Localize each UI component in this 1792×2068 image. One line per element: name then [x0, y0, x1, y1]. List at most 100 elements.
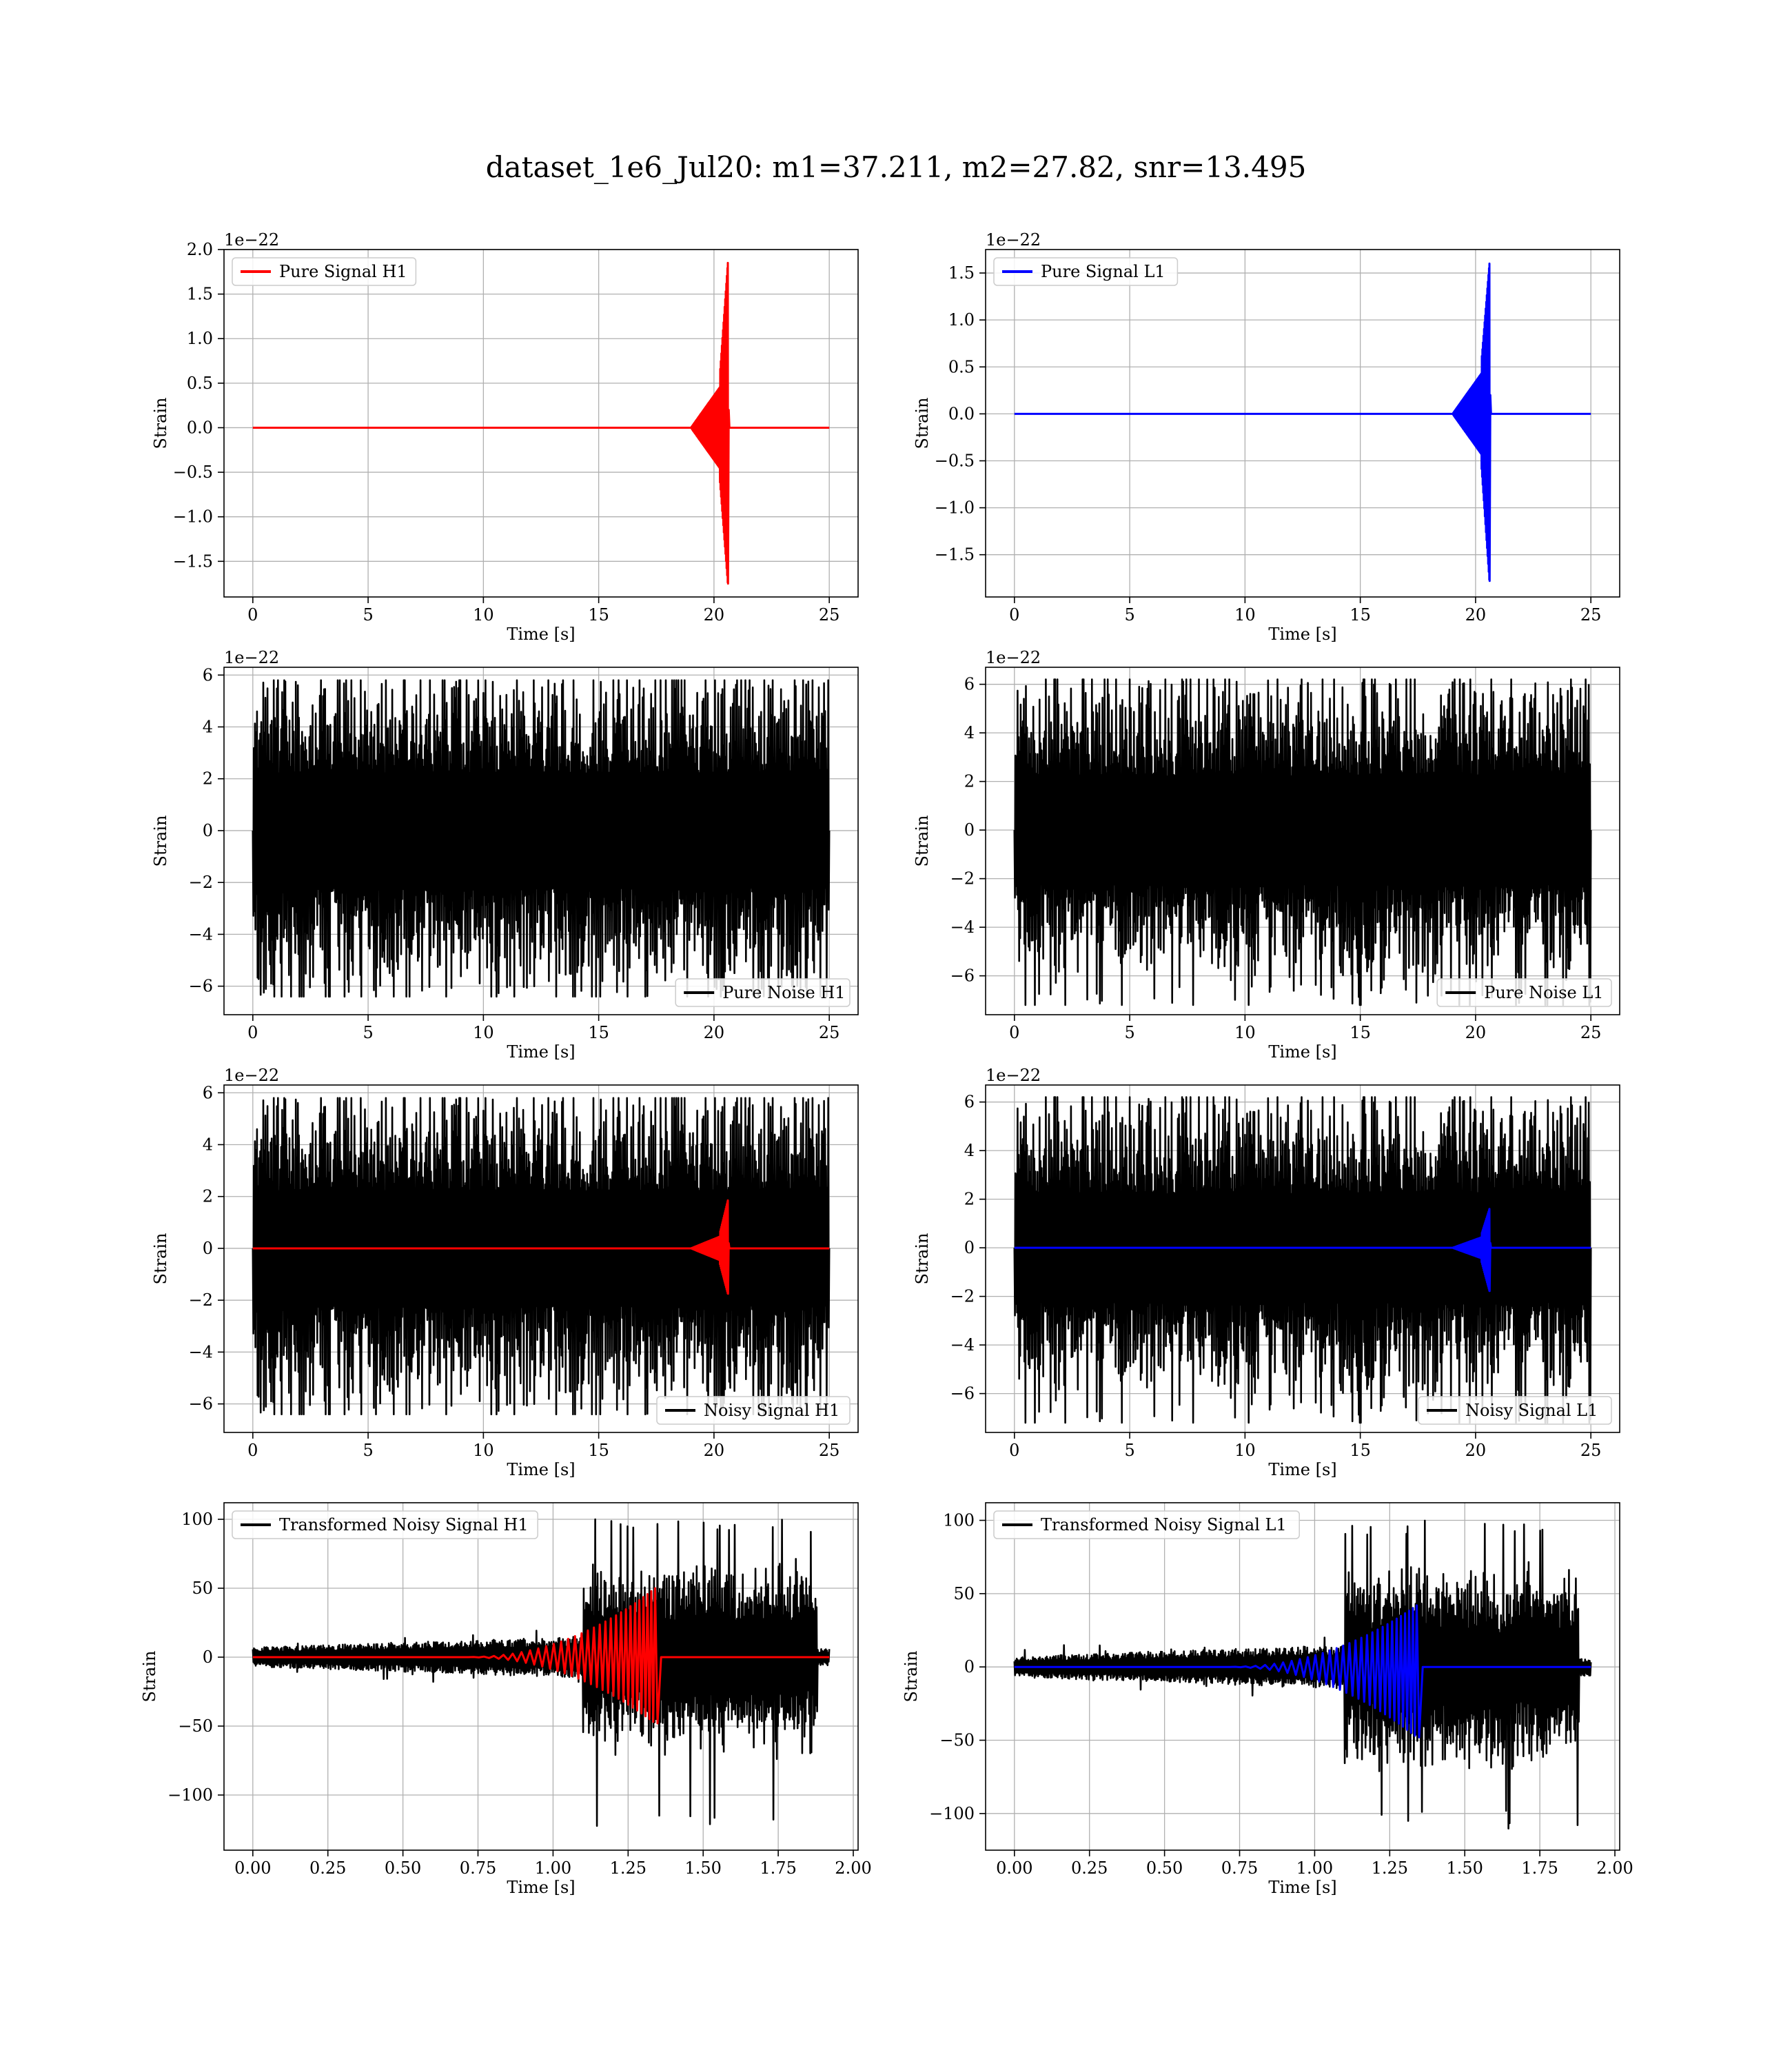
y-axis-label: Strain	[913, 398, 932, 449]
legend-label: Noisy Signal H1	[704, 1401, 839, 1420]
x-tick-label: 0	[1009, 1441, 1019, 1460]
x-tick-label: 20	[704, 1441, 725, 1460]
series-line-signal-overlay	[1014, 1604, 1591, 1738]
y-tick-label: 0.5	[948, 357, 975, 376]
y-tick-label: 0.5	[187, 374, 213, 393]
x-tick-label: 0.25	[309, 1858, 346, 1878]
legend-box	[993, 1510, 1300, 1539]
y-tick-label: 2.0	[187, 240, 213, 259]
axes-frame	[985, 1084, 1620, 1433]
legend-box	[1436, 978, 1612, 1007]
series-group	[1013, 678, 1592, 1006]
y-tick-label: −6	[950, 966, 975, 986]
y-tick-label: −6	[189, 977, 213, 996]
y-tick-label: −0.5	[173, 463, 213, 482]
y-tick-label: 6	[203, 665, 213, 685]
y-tick-label: 100	[181, 1510, 213, 1529]
x-tick-label: 0.50	[385, 1858, 421, 1878]
y-tick-label: 2	[203, 1187, 213, 1206]
subplot-transformed-noisy-signal-h1: 0.00 0.25 0.50 0.75 1.00 1.25 1.50 1.75 2.00 100 5…	[140, 1502, 872, 1897]
y-tick-label: 1.0	[948, 310, 975, 330]
legend: Pure Noise L1	[1436, 978, 1612, 1007]
x-tick-label: 25	[1580, 605, 1602, 625]
series-line-signal-overlay	[1014, 1208, 1591, 1292]
x-tick-label: 0.75	[460, 1858, 496, 1878]
y-tick-label: 0.0	[948, 404, 975, 423]
y-tick-label: 2	[203, 769, 213, 789]
axes-frame	[985, 249, 1620, 598]
legend-box	[1418, 1396, 1612, 1425]
legend: Transformed Noisy Signal L1	[993, 1510, 1300, 1539]
y-tick-label: −4	[189, 924, 213, 944]
y-tick-label: 2	[964, 1190, 975, 1209]
legend-box	[993, 257, 1179, 286]
y-tick-label: −1.0	[173, 507, 213, 527]
x-tick-label: 20	[704, 1023, 725, 1042]
legend-label: Transformed Noisy Signal L1	[1041, 1515, 1287, 1534]
x-tick-label: 20	[704, 605, 725, 625]
y-tick-label: −2	[950, 869, 975, 889]
legend: Pure Signal H1	[232, 257, 417, 286]
x-tick-label: 5	[1124, 605, 1134, 625]
x-axis-label: Time [s]	[1268, 1878, 1336, 1897]
y-tick-label: −1.5	[173, 551, 213, 571]
y-tick-label: −1.5	[935, 545, 975, 565]
x-axis-label: Time [s]	[507, 1878, 575, 1897]
axes-frame	[223, 1502, 859, 1851]
x-tick-label: 10	[473, 605, 494, 625]
x-tick-label: 5	[1124, 1441, 1134, 1460]
axes-frame	[985, 667, 1620, 1015]
x-tick-label: 5	[1124, 1023, 1134, 1042]
subplot-transformed-noisy-signal-l1: 0.00 0.25 0.50 0.75 1.00 1.25 1.50 1.75 2.00 100 5…	[902, 1502, 1633, 1897]
y-tick-label: −2	[950, 1287, 975, 1306]
x-tick-label: 0.25	[1071, 1858, 1108, 1878]
y-tick-label: 4	[964, 723, 975, 742]
legend-box	[232, 1510, 538, 1539]
legend: Noisy Signal L1	[1418, 1396, 1612, 1425]
series-group	[1013, 1096, 1592, 1424]
x-tick-label: 1.25	[1372, 1858, 1408, 1878]
series-line-pure-signal-l1	[1014, 262, 1591, 582]
legend-label: Pure Noise L1	[1484, 983, 1603, 1002]
x-tick-label: 20	[1465, 1441, 1487, 1460]
offset-text: 1e−22	[986, 1066, 1041, 1085]
x-tick-label: 15	[1350, 1441, 1371, 1460]
x-tick-label: 0	[247, 605, 258, 625]
subplot-pure-signal-h1: 0 5 10 15 20 25 2.0 1.5 1.0 0.5 0.0 −0.5 −1.0 −1.5 Tim…	[151, 230, 859, 644]
legend: Transformed Noisy Signal H1	[232, 1510, 538, 1539]
legend-box	[675, 978, 851, 1007]
x-tick-label: 0	[1009, 1023, 1019, 1042]
x-tick-label: 1.00	[1296, 1858, 1333, 1878]
y-tick-label: −4	[950, 918, 975, 937]
x-tick-label: 20	[1465, 605, 1487, 625]
x-axis-label: Time [s]	[1268, 1460, 1336, 1479]
y-tick-label: 4	[964, 1141, 975, 1160]
y-tick-label: −0.5	[935, 451, 975, 470]
x-tick-label: 0.50	[1146, 1858, 1183, 1878]
series-line-pure-noise-l1	[1013, 678, 1592, 1006]
offset-text: 1e−22	[224, 1066, 279, 1085]
series-line-signal-overlay	[252, 1199, 830, 1295]
x-tick-label: 1.75	[760, 1858, 796, 1878]
y-tick-label: 4	[203, 718, 213, 737]
y-tick-label: 2	[964, 772, 975, 791]
y-tick-label: 0	[964, 820, 975, 840]
x-tick-label: 25	[1580, 1441, 1602, 1460]
y-tick-label: 1.0	[187, 329, 213, 348]
y-tick-label: 0	[203, 1648, 213, 1667]
y-axis-label: Strain	[140, 1651, 159, 1703]
y-tick-label: 0	[203, 1239, 213, 1258]
y-tick-label: −4	[189, 1342, 213, 1361]
x-tick-label: 10	[1234, 1023, 1256, 1042]
series-line-signal-overlay	[252, 1587, 830, 1725]
y-axis-label: Strain	[151, 398, 170, 449]
x-tick-label: 5	[363, 605, 373, 625]
axes-frame	[223, 1084, 859, 1433]
x-tick-label: 25	[1580, 1023, 1602, 1042]
x-tick-label: 15	[1350, 605, 1371, 625]
x-tick-label: 5	[363, 1441, 373, 1460]
axes-frame	[223, 667, 859, 1015]
y-tick-label: 0	[964, 1238, 975, 1257]
